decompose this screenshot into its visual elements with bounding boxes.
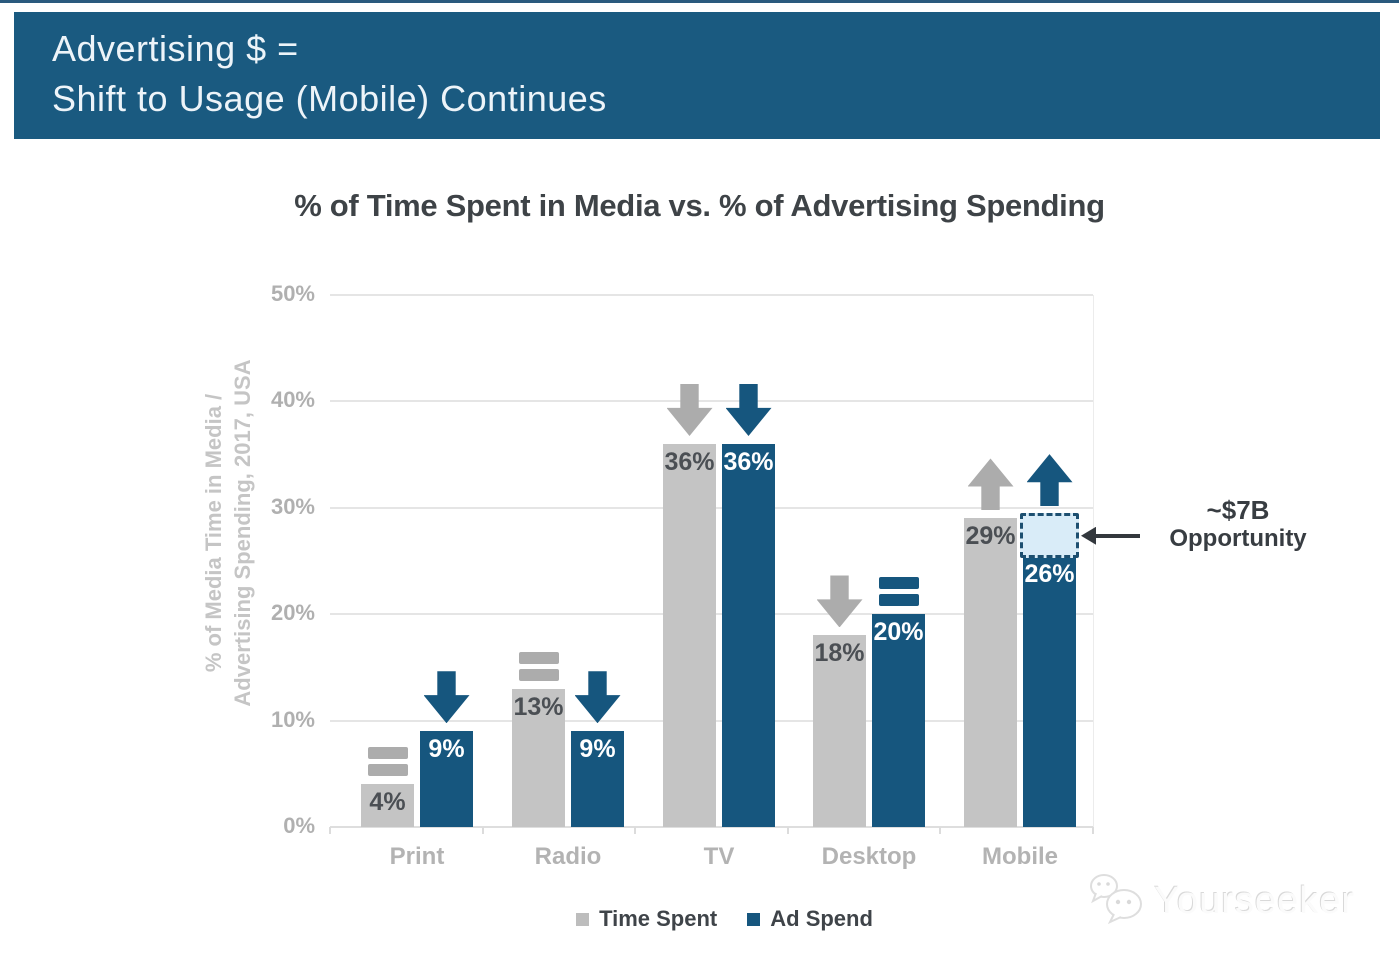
trend-down-icon (423, 671, 470, 724)
bar-value-label: 18% (814, 639, 865, 668)
legend-swatch (576, 912, 590, 926)
gridline (330, 294, 1093, 296)
legend-label: Time Spent (599, 906, 718, 931)
legend: Time Spent Ad Spend (0, 906, 1399, 932)
equal-bar (878, 594, 919, 607)
bar-value-label: 36% (664, 447, 715, 476)
bar-ad-spend (872, 614, 925, 827)
watermark: Yourseeker (1088, 870, 1355, 932)
watermark-text: Yourseeker (1154, 879, 1355, 922)
axis-separator-tick (1092, 827, 1094, 834)
y-tick-label: 50% (270, 281, 315, 306)
equal-bar (518, 651, 559, 664)
equal-bar (878, 577, 919, 590)
category-label: Desktop (821, 843, 917, 870)
bar-time-spent (512, 688, 565, 827)
y-tick-label: 10% (270, 706, 315, 732)
chart-title: % of Time Spent in Media vs. % of Advert… (294, 188, 1105, 223)
gridline (330, 826, 1093, 828)
top-border (0, 0, 1399, 3)
bar-value-label: 29% (965, 522, 1016, 551)
trend-up-icon (1026, 454, 1073, 507)
equal-bar (367, 764, 408, 777)
bar-value-label: 4% (369, 788, 406, 817)
category-label: Print (389, 843, 445, 870)
legend-label: Ad Spend (770, 906, 873, 931)
category-label: Mobile (982, 843, 1058, 870)
trend-down-icon (816, 575, 863, 628)
plot-right-border (1093, 295, 1094, 827)
bar-value-label: 13% (513, 692, 564, 721)
annotation-text-line2: Opportunity (1169, 525, 1307, 553)
y-tick-label: 40% (270, 387, 315, 413)
axis-separator-tick (329, 827, 331, 834)
y-tick-label: 30% (270, 493, 315, 519)
bar-value-label: 20% (873, 618, 924, 647)
axis-separator-tick (939, 827, 942, 834)
axis-separator-tick (634, 827, 637, 834)
trend-up-icon (967, 458, 1014, 511)
bar-value-label: 36% (723, 447, 774, 476)
trend-equal-icon (518, 651, 559, 681)
banner-title-line2: Shift to Usage (Mobile) Continues (52, 78, 607, 119)
category-label: TV (703, 843, 735, 870)
bar-ad-spend (420, 731, 473, 827)
axis-separator-tick (786, 827, 789, 834)
bar-value-label: 9% (579, 735, 616, 764)
equal-bar (518, 668, 559, 681)
annotation-text-line1: ~$7B (1206, 495, 1270, 526)
category-label: Radio (534, 843, 602, 870)
bar-time-spent (964, 518, 1017, 827)
banner-title-line1: Advertising $ = (52, 28, 299, 69)
legend-item: Time Spent (576, 906, 717, 932)
opportunity-box (1020, 513, 1079, 559)
legend-swatch (747, 912, 761, 926)
bar-value-label: 26% (1024, 560, 1075, 589)
gridline (330, 400, 1093, 403)
trend-down-icon (666, 383, 713, 436)
bar-time-spent (663, 443, 716, 827)
trend-down-icon (725, 383, 772, 436)
wechat-logo-icon (1088, 871, 1146, 932)
trend-equal-icon (367, 747, 408, 777)
bar-time-spent (813, 635, 866, 827)
trend-down-icon (574, 671, 621, 724)
header-banner: Advertising $ = Shift to Usage (Mobile) … (14, 12, 1380, 139)
y-tick-label: 0% (283, 813, 315, 838)
bar-ad-spend (1023, 550, 1076, 827)
y-tick-label: 20% (270, 600, 315, 626)
bar-value-label: 9% (428, 735, 465, 764)
trend-equal-icon (878, 577, 919, 607)
bar-time-spent (361, 784, 414, 827)
bar-ad-spend (571, 731, 624, 827)
annotation-arrow-line (1094, 533, 1140, 538)
axis-separator-tick (481, 827, 484, 834)
bar-ad-spend (722, 443, 775, 827)
equal-bar (367, 747, 408, 760)
legend-item: Ad Spend (747, 906, 873, 932)
